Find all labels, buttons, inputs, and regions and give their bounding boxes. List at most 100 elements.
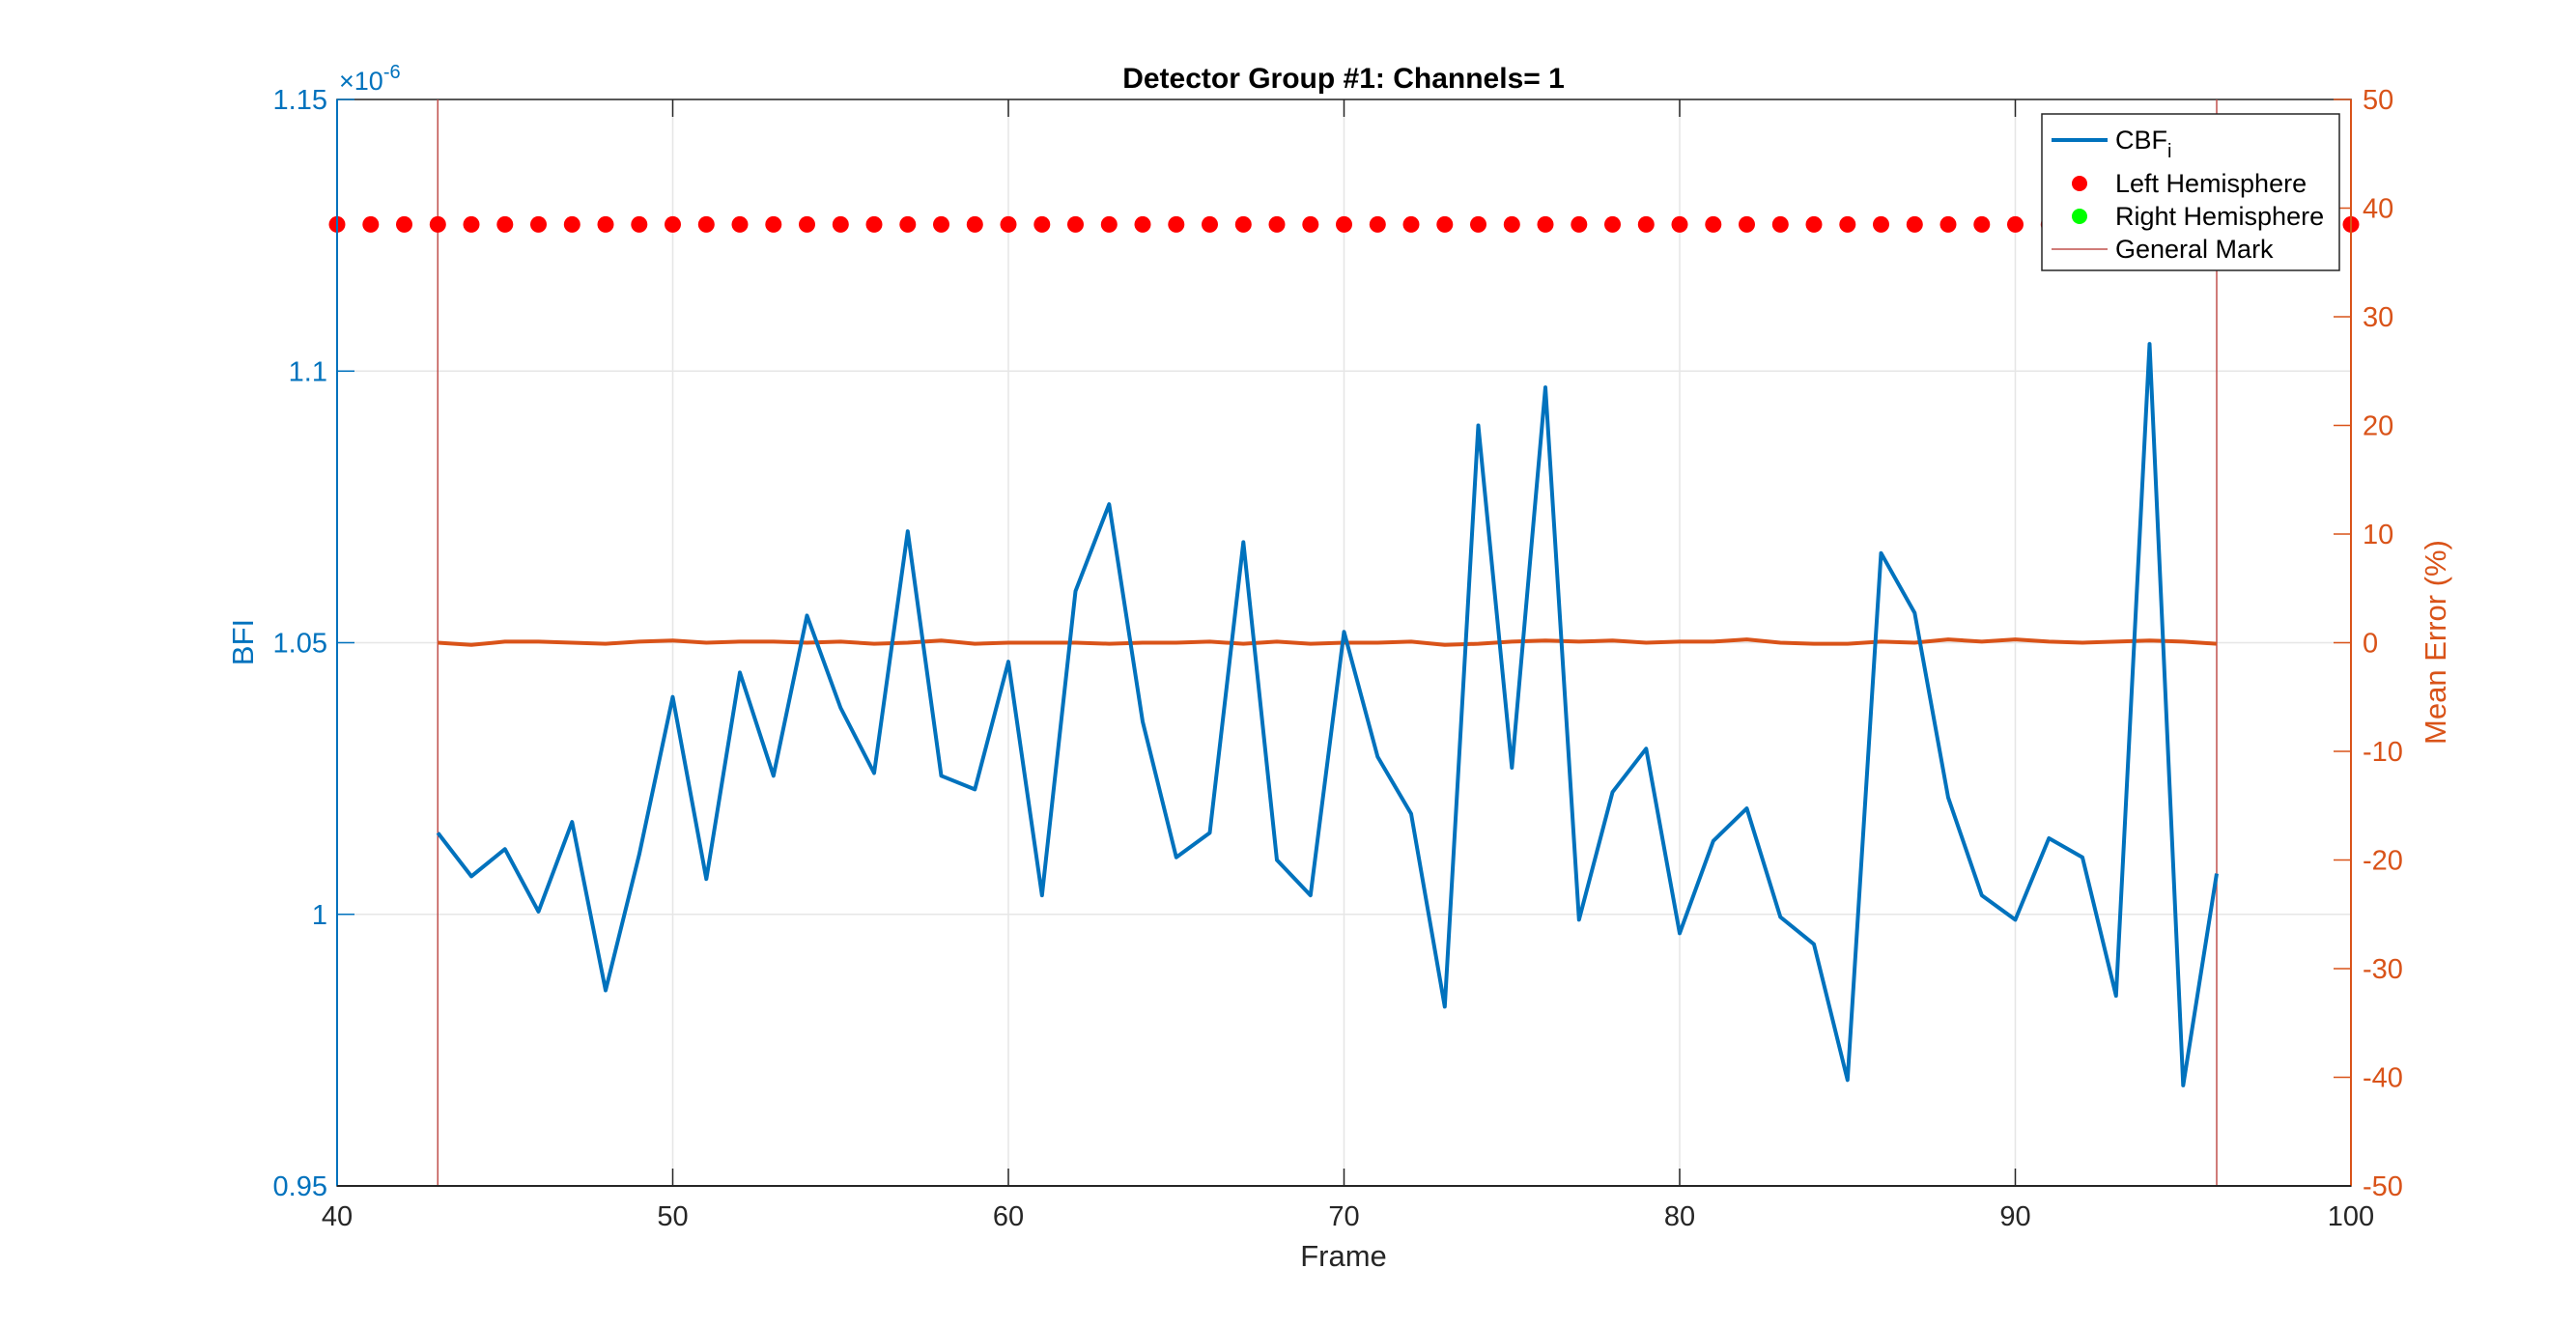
left-hemisphere-point xyxy=(665,215,681,233)
legend-item-mark: General Mark xyxy=(2052,235,2274,264)
y-axis-right-label: Mean Error (%) xyxy=(2419,540,2452,745)
left-hemisphere-point xyxy=(496,215,514,233)
left-hemisphere-point xyxy=(1268,215,1286,233)
left-hemisphere-point xyxy=(1134,215,1151,233)
left-hemisphere-point xyxy=(1033,215,1051,233)
y-left-tick-label: 1.1 xyxy=(289,356,327,387)
legend-label: CBFi xyxy=(2115,126,2171,162)
x-axis-label: Frame xyxy=(1300,1239,1387,1273)
left-hemisphere-point xyxy=(1202,215,1218,233)
y-left-tick-label: 1.05 xyxy=(273,629,327,660)
left-hemisphere-point xyxy=(631,215,648,233)
left-hemisphere-point xyxy=(1705,215,1722,233)
axes: 40 50 60 70 80 90 1000.9511.051.11.15-50-40-30… xyxy=(273,85,2403,1232)
y-right-tick-label: -20 xyxy=(2363,846,2403,877)
legend: CBFi Left Hemisphere Right Hemisphere Gener… xyxy=(2041,113,2340,271)
left-hemisphere-point xyxy=(765,215,782,233)
y-left-tick-label: 0.95 xyxy=(273,1171,327,1202)
legend-swatch xyxy=(2072,176,2087,191)
exponent-base: ×10 xyxy=(339,67,383,96)
y-left-tick-label: 1 xyxy=(312,900,327,931)
left-hemisphere-point xyxy=(933,215,949,233)
left-hemisphere-point xyxy=(530,215,547,233)
y-right-tick-label: 30 xyxy=(2363,302,2393,333)
x-tick-label: 100 xyxy=(2328,1201,2374,1232)
exponent-power: -6 xyxy=(383,62,401,83)
legend-label: Left Hemisphere xyxy=(2115,169,2307,198)
left-hemisphere-point xyxy=(1402,215,1420,233)
left-hemisphere-point xyxy=(1671,215,1688,233)
chart-title: Detector Group #1: Channels= 1 xyxy=(1122,63,1565,95)
left-hemisphere-point xyxy=(463,215,480,233)
y-right-tick-label: -30 xyxy=(2363,954,2403,985)
legend-item-cbf: CBFi xyxy=(2052,126,2171,162)
legend-label-subscript: i xyxy=(2167,141,2171,162)
y-right-tick-label: 10 xyxy=(2363,520,2393,550)
legend-item-right: Right Hemisphere xyxy=(2072,202,2324,231)
left-hemisphere-point xyxy=(1369,215,1386,233)
left-hemisphere-point xyxy=(563,215,580,233)
left-hemisphere-point xyxy=(966,215,983,233)
left-hemisphere-point xyxy=(1637,215,1655,233)
left-hemisphere-point xyxy=(396,215,412,233)
series-cbf-line xyxy=(436,342,2219,1087)
y-right-tick-label: 0 xyxy=(2363,629,2378,660)
y-right-tick-label: -40 xyxy=(2363,1063,2403,1094)
left-hemisphere-point xyxy=(1436,215,1454,233)
legend-label-text: Left Hemisphere xyxy=(2115,169,2307,198)
left-hemisphere-point xyxy=(865,215,883,233)
left-hemisphere-point xyxy=(1805,215,1823,233)
left-hemisphere-point xyxy=(1234,215,1252,233)
y-axis-left-exponent: ×10-6 xyxy=(339,62,401,96)
left-hemisphere-point xyxy=(799,215,815,233)
left-hemisphere-point xyxy=(1537,215,1554,233)
y-axis-left-label: BFI xyxy=(226,619,260,665)
legend-label: General Mark xyxy=(2115,235,2274,264)
left-hemisphere-point xyxy=(1168,215,1185,233)
left-hemisphere-point xyxy=(697,215,715,233)
left-hemisphere-point xyxy=(1906,215,1923,233)
left-hemisphere-point xyxy=(1839,215,1856,233)
left-hemisphere-point xyxy=(1939,215,1957,233)
left-hemisphere-point xyxy=(597,215,614,233)
x-tick-label: 70 xyxy=(1328,1201,1359,1232)
y-right-tick-label: -10 xyxy=(2363,737,2403,768)
left-hemisphere-point xyxy=(1771,215,1789,233)
left-hemisphere-point xyxy=(1067,215,1084,233)
legend-label-text: General Mark xyxy=(2115,235,2274,264)
left-hemisphere-point xyxy=(1470,215,1486,233)
left-hemisphere-point xyxy=(1571,215,1588,233)
left-hemisphere-point xyxy=(832,215,849,233)
x-tick-label: 50 xyxy=(657,1201,688,1232)
left-hemisphere-point xyxy=(899,215,917,233)
left-hemisphere-point xyxy=(1336,215,1352,233)
left-hemisphere-point xyxy=(1000,215,1017,233)
y-right-tick-label: 50 xyxy=(2363,85,2393,116)
y-left-tick-label: 1.15 xyxy=(273,85,327,116)
left-hemisphere-point xyxy=(1604,215,1621,233)
legend-label: Right Hemisphere xyxy=(2115,202,2324,231)
left-hemisphere-point xyxy=(2007,215,2024,233)
left-hemisphere-point xyxy=(1100,215,1118,233)
left-hemisphere-point xyxy=(362,215,380,233)
y-right-tick-label: 40 xyxy=(2363,194,2393,225)
left-hemisphere-point xyxy=(1302,215,1319,233)
left-hemisphere-point xyxy=(1973,215,1991,233)
x-tick-label: 40 xyxy=(322,1201,353,1232)
y-right-tick-label: 20 xyxy=(2363,411,2393,442)
legend-label-text: Right Hemisphere xyxy=(2115,202,2324,231)
left-hemisphere-point xyxy=(1739,215,1755,233)
left-hemisphere-point xyxy=(1873,215,1889,233)
legend-swatch xyxy=(2072,209,2087,224)
x-tick-label: 80 xyxy=(1664,1201,1695,1232)
left-hemisphere-point xyxy=(429,215,446,233)
x-tick-label: 90 xyxy=(1999,1201,2030,1232)
legend-item-left: Left Hemisphere xyxy=(2072,169,2307,198)
y-right-tick-label: -50 xyxy=(2363,1171,2403,1202)
left-hemisphere-point xyxy=(731,215,749,233)
series-layer xyxy=(436,342,2219,1087)
left-hemisphere-point xyxy=(1503,215,1520,233)
x-tick-label: 60 xyxy=(993,1201,1024,1232)
